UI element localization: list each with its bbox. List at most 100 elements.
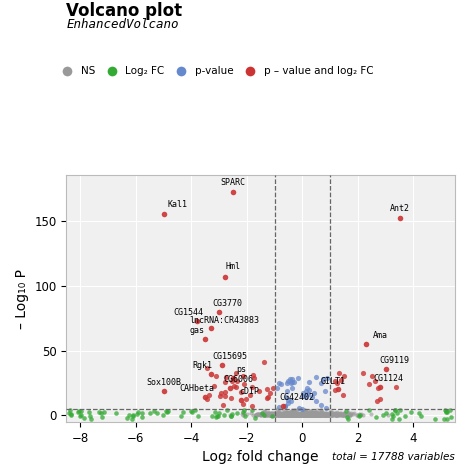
Point [303, 409, 311, 416]
Point [303, 411, 310, 419]
Point [314, 409, 321, 416]
Point [309, 410, 317, 418]
Point [301, 411, 309, 419]
Point [340, 410, 348, 418]
Point [365, 381, 372, 388]
Point [146, 409, 154, 417]
Point [379, 411, 386, 419]
Point [317, 410, 325, 418]
Point [345, 410, 353, 418]
Point [302, 411, 310, 419]
Point [295, 410, 303, 418]
Point [300, 411, 308, 419]
Point [300, 411, 307, 419]
Point [325, 411, 333, 419]
Point [264, 394, 271, 402]
Point [368, 373, 375, 380]
Point [322, 410, 329, 418]
Point [301, 410, 309, 418]
Point [269, 411, 277, 419]
Point [328, 410, 335, 417]
Point [291, 411, 299, 419]
Point [280, 410, 288, 418]
Point [323, 411, 330, 419]
Point [326, 408, 334, 416]
Point [238, 410, 246, 418]
Point [298, 411, 306, 419]
Point [257, 410, 264, 418]
Point [330, 410, 338, 418]
Point [293, 411, 301, 419]
Point [305, 410, 313, 418]
Point [212, 372, 220, 380]
Text: lncRNA:CR43883: lncRNA:CR43883 [190, 316, 260, 325]
Point [324, 411, 332, 419]
Point [293, 410, 301, 417]
Point [347, 410, 355, 418]
Text: CG42402: CG42402 [279, 393, 314, 402]
Point [302, 411, 310, 419]
Point [321, 411, 328, 419]
Point [248, 402, 255, 410]
Point [446, 407, 454, 414]
Point [289, 411, 296, 419]
Point [260, 358, 268, 366]
Point [313, 411, 321, 419]
Point [297, 410, 304, 418]
Point [280, 410, 287, 418]
Point [302, 394, 310, 401]
Point [319, 375, 327, 383]
Point [318, 401, 325, 409]
Point [309, 411, 317, 419]
Point [336, 410, 343, 418]
Point [221, 388, 228, 395]
Point [312, 397, 320, 405]
Point [133, 410, 141, 418]
Point [256, 411, 264, 419]
Point [267, 410, 275, 417]
Point [261, 411, 269, 419]
Point [317, 410, 324, 418]
Point [284, 411, 292, 419]
Point [318, 410, 325, 417]
Point [319, 408, 326, 415]
Point [289, 411, 296, 419]
Point [306, 410, 313, 418]
Point [302, 410, 310, 418]
Point [304, 411, 312, 419]
Point [303, 410, 310, 418]
Point [217, 389, 224, 396]
Point [292, 410, 299, 418]
Point [289, 411, 297, 419]
Point [286, 411, 294, 419]
Point [288, 384, 296, 392]
Point [314, 410, 322, 418]
Point [281, 410, 289, 417]
Point [86, 412, 93, 419]
Point [298, 411, 305, 419]
Point [229, 189, 237, 196]
Point [264, 411, 272, 419]
Point [288, 411, 296, 419]
Point [227, 411, 234, 419]
Point [278, 411, 286, 419]
Point [318, 409, 326, 417]
Point [286, 410, 293, 418]
Text: Ama: Ama [373, 331, 388, 340]
Point [344, 409, 352, 416]
Point [341, 411, 348, 419]
Point [442, 407, 450, 415]
Point [292, 411, 300, 419]
Point [262, 410, 269, 418]
Point [287, 408, 294, 416]
Point [356, 410, 363, 418]
Point [275, 403, 283, 411]
Point [260, 411, 268, 419]
Point [307, 411, 315, 419]
Point [278, 380, 285, 388]
Point [339, 391, 347, 399]
Point [333, 411, 340, 419]
Point [282, 410, 289, 418]
Point [297, 410, 304, 418]
Point [277, 410, 284, 418]
